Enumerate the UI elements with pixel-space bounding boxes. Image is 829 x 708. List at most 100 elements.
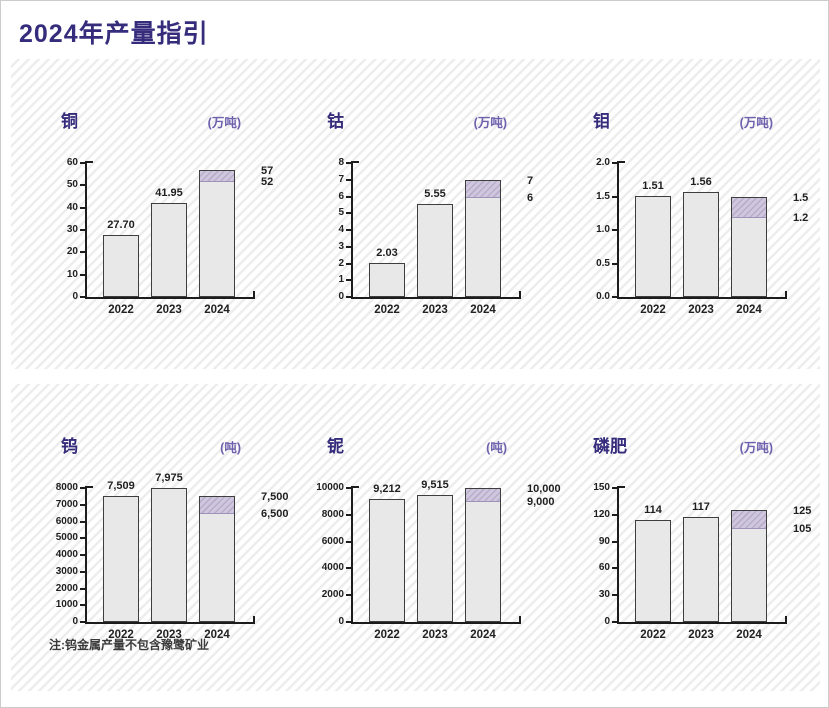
x-category-label: 2024 (736, 629, 762, 641)
y-tick-label: 60 (598, 562, 610, 574)
chart-copper-unit: (万吨) (207, 116, 241, 130)
y-tick-mark (346, 513, 351, 516)
chart-copper-header: 铜 (万吨) (49, 107, 299, 131)
bar (683, 517, 719, 622)
chart-copper: 铜 (万吨) 0 10 20 30 40 50 60 2022 27.70 2023 41.95 20… (49, 107, 299, 316)
y-tick-label: 60 (66, 157, 78, 168)
y-tick-mark (80, 587, 85, 590)
guidance-low-label: 6 (527, 191, 534, 204)
y-tick-mark (612, 513, 617, 516)
bar (417, 204, 453, 297)
chart-tungsten: 钨 (吨) 0 1000 2000 3000 4000 5000 6000 7000 8000 2… (49, 432, 299, 641)
chart-tungsten-title: 钨 (61, 437, 78, 456)
chart-copper-plot: 0 10 20 30 40 50 60 2022 27.70 2023 41.95 2024 57 52 (67, 157, 273, 316)
guidance-high-label: 57 (261, 164, 274, 177)
y-tick-label: 8000 (321, 508, 344, 520)
guidance-range-band (466, 180, 500, 198)
chart-molybdenum-unit: (万吨) (739, 116, 773, 130)
chart-molybdenum-plot: 0.0 0.5 1.0 1.5 2.0 2022 1.51 2023 1.56 2024 1.5 1.… (596, 157, 808, 316)
x-category-label: 2023 (156, 629, 182, 641)
guidance-bar-2024 (731, 510, 767, 622)
y-tick-label: 0.5 (596, 257, 610, 269)
bar-value-label: 5.55 (424, 188, 446, 201)
y-tick-mark (346, 594, 351, 597)
chart-phosphate-unit: (万吨) (739, 441, 773, 455)
x-category-label: 2022 (640, 304, 666, 316)
y-tick-label: 5000 (55, 532, 78, 544)
footnote: 注:钨金属产量不包含豫鹭矿业 (49, 638, 209, 652)
x-category-label: 2022 (374, 304, 400, 316)
chart-phosphate-header: 磷肥 (万吨) (581, 432, 828, 456)
bar-value-label: 7,509 (107, 480, 135, 493)
y-tick-label: 150 (593, 482, 610, 493)
y-tick-mark (612, 594, 617, 597)
x-category-label: 2023 (688, 304, 714, 316)
y-tick-label: 2 (338, 257, 344, 269)
guidance-range-band (466, 489, 500, 503)
guidance-bar-2024 (465, 179, 501, 297)
y-tick-mark (80, 184, 85, 187)
y-tick-label: 1.5 (596, 190, 610, 202)
y-tick-mark (346, 195, 351, 198)
chart-niobium: 铌 (吨) 0 2000 4000 6000 8000 10000 2022 9,212 202… (315, 432, 565, 641)
y-tick-mark (346, 178, 351, 181)
chart-phosphate: 磷肥 (万吨) 0 30 60 90 120 150 2022 114 2023 117 2024 1… (581, 432, 828, 641)
y-tick-mark (346, 212, 351, 215)
y-tick-mark (80, 537, 85, 540)
x-category-label: 2023 (422, 629, 448, 641)
x-category-label: 2022 (108, 629, 134, 641)
bar (417, 494, 453, 622)
y-tick-mark (612, 487, 617, 489)
y-tick-mark (612, 195, 617, 198)
x-category-label: 2022 (374, 629, 400, 641)
y-tick-label: 4000 (55, 549, 78, 560)
chart-niobium-unit: (吨) (486, 441, 507, 455)
bar (635, 520, 671, 622)
y-tick-label: 0 (72, 291, 78, 302)
y-tick-mark (80, 296, 85, 298)
y-tick-label: 0 (604, 616, 610, 627)
y-tick-label: 0 (338, 616, 344, 627)
y-tick-mark (80, 487, 85, 489)
chart-molybdenum: 钼 (万吨) 0.0 0.5 1.0 1.5 2.0 2022 1.51 2023 1.56 20… (581, 107, 828, 316)
y-tick-label: 120 (593, 508, 610, 520)
y-tick-mark (346, 567, 351, 570)
chart-cobalt-header: 钴 (万吨) (315, 107, 565, 131)
guidance-high-label: 7 (527, 174, 534, 187)
x-category-label: 2022 (108, 304, 134, 316)
guidance-range-band (200, 497, 234, 515)
y-tick-label: 6 (338, 190, 344, 202)
y-tick-label: 10 (66, 268, 78, 280)
bottom-charts-row: 钨 (吨) 0 1000 2000 3000 4000 5000 6000 7000 8000 2… (11, 384, 820, 641)
y-tick-mark (346, 245, 351, 248)
y-tick-mark (346, 279, 351, 282)
y-tick-label: 0.0 (596, 291, 610, 302)
y-tick-mark (80, 503, 85, 506)
chart-copper-title: 铜 (61, 112, 78, 131)
guidance-low-label: 105 (793, 523, 812, 536)
y-tick-mark (80, 251, 85, 254)
guidance-low-label: 9,000 (527, 496, 555, 509)
bar-value-label: 9,515 (421, 478, 449, 491)
bar (151, 203, 187, 297)
y-tick-mark (612, 540, 617, 543)
guidance-high-label: 7,500 (261, 491, 289, 504)
y-tick-label: 2000 (321, 589, 344, 601)
y-tick-mark (80, 554, 85, 556)
bar (151, 488, 187, 622)
guidance-range-band (732, 511, 766, 530)
y-tick-label: 6000 (321, 535, 344, 547)
chart-molybdenum-title: 钼 (593, 112, 610, 131)
bar-value-label: 1.56 (690, 176, 712, 189)
guidance-range-band (200, 170, 234, 182)
y-tick-mark (612, 162, 617, 164)
y-tick-label: 30 (66, 224, 78, 235)
y-tick-label: 6000 (55, 515, 78, 527)
x-category-label: 2024 (204, 304, 230, 316)
bar-value-label: 2.03 (376, 247, 398, 259)
bar (635, 195, 671, 297)
y-tick-mark (80, 206, 85, 209)
bar-value-label: 117 (692, 501, 710, 514)
x-category-label: 2024 (204, 629, 230, 641)
